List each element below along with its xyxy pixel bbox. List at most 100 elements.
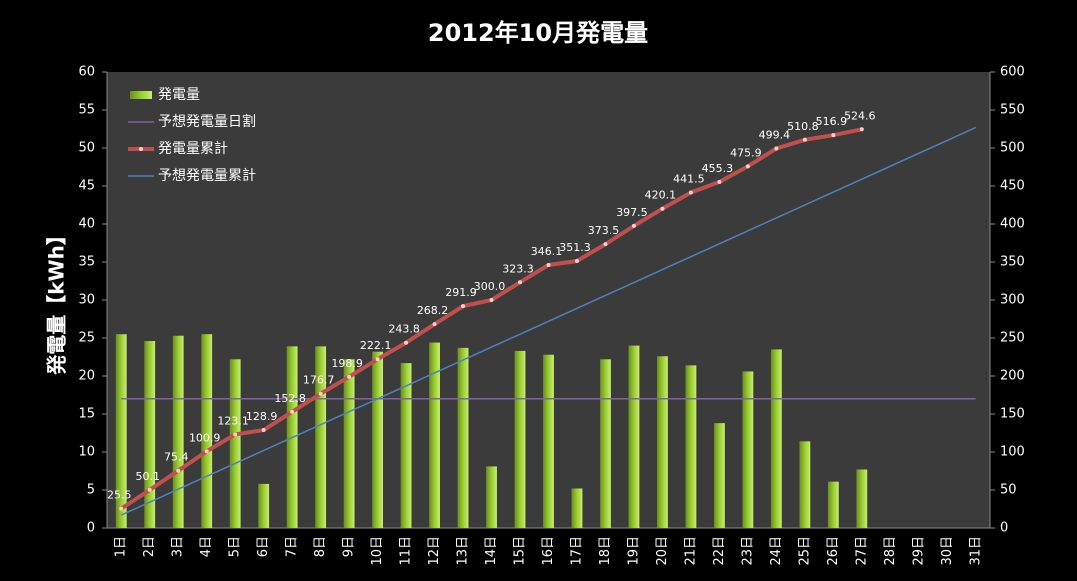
y2-tick-label: 450 [1000, 179, 1025, 194]
y-tick-label: 55 [78, 103, 95, 118]
x-tick-label: 22日 [712, 536, 727, 566]
y2-tick-label: 350 [1000, 255, 1025, 270]
bar [315, 346, 327, 528]
data-label: 397.5 [616, 206, 648, 219]
bar [742, 371, 754, 528]
y-tick-label: 45 [78, 179, 95, 194]
x-tick-label: 16日 [541, 536, 556, 566]
marker [745, 164, 750, 169]
y2-tick-label: 150 [1000, 407, 1025, 422]
data-label: 323.3 [502, 262, 534, 275]
y-tick-label: 35 [78, 255, 95, 270]
data-label: 75.4 [164, 451, 189, 464]
marker [176, 468, 181, 473]
marker [518, 280, 523, 285]
bar [770, 349, 782, 528]
bar [827, 481, 839, 528]
x-tick-label: 29日 [911, 536, 926, 566]
marker [802, 137, 807, 142]
x-tick-label: 28日 [883, 536, 898, 566]
y-tick-label: 5 [87, 483, 95, 498]
x-tick-label: 3日 [171, 536, 186, 557]
data-label: 510.8 [787, 120, 819, 133]
data-label: 176.7 [303, 374, 335, 387]
data-label: 346.1 [531, 245, 563, 258]
marker [119, 506, 124, 511]
bar [628, 345, 640, 528]
bar [571, 488, 583, 528]
x-tick-label: 25日 [797, 536, 812, 566]
bar [172, 335, 184, 528]
marker [290, 409, 295, 414]
marker [717, 179, 722, 184]
marker [489, 298, 494, 302]
chart-title: 2012年10月発電量 [428, 19, 648, 47]
bar [429, 342, 440, 528]
bar [543, 354, 554, 528]
data-label: 300.0 [474, 280, 506, 293]
y-tick-label: 40 [78, 217, 95, 232]
data-label: 128.9 [246, 410, 278, 423]
x-tick-label: 12日 [427, 536, 442, 566]
x-tick-label: 27日 [854, 536, 869, 566]
x-tick-label: 1日 [114, 536, 129, 557]
data-label: 222.1 [360, 339, 392, 352]
x-tick-label: 6日 [256, 536, 271, 557]
x-tick-label: 4日 [199, 536, 214, 557]
y-tick-label: 25 [78, 331, 95, 346]
bar [685, 365, 697, 528]
x-tick-label: 23日 [740, 536, 755, 566]
y2-tick-label: 400 [1000, 217, 1025, 232]
data-label: 198.9 [331, 357, 363, 370]
y-tick-label: 15 [78, 407, 95, 422]
data-label: 268.2 [417, 304, 449, 317]
marker [546, 262, 551, 267]
y-tick-label: 60 [78, 65, 95, 80]
x-tick-label: 14日 [484, 536, 499, 566]
bar [713, 423, 725, 528]
bar [400, 363, 412, 528]
bar [115, 334, 127, 528]
x-tick-label: 5日 [228, 536, 243, 557]
data-label: 291.9 [445, 286, 477, 299]
bar [343, 359, 355, 528]
y2-tick-label: 300 [1000, 293, 1025, 308]
data-label: 475.9 [730, 146, 762, 159]
marker [774, 146, 779, 151]
marker [347, 374, 352, 379]
y2-tick-label: 100 [1000, 445, 1025, 460]
marker [318, 391, 323, 396]
line [120, 126, 977, 516]
x-tick-label: 9日 [342, 536, 357, 557]
legend-label: 発電量累計 [158, 141, 228, 157]
data-label: 516.9 [816, 115, 848, 128]
y2-tick-label: 550 [1000, 103, 1025, 118]
marker [261, 428, 266, 433]
data-label: 455.3 [702, 162, 734, 175]
data-label: 524.6 [844, 109, 876, 122]
x-tick-label: 18日 [598, 536, 613, 566]
bar [372, 351, 384, 528]
y-tick-label: 30 [78, 293, 95, 308]
data-label: 123.1 [217, 414, 249, 427]
x-tick-label: 20日 [655, 536, 670, 566]
x-tick-label: 13日 [456, 536, 471, 566]
x-tick-label: 19日 [626, 536, 641, 566]
x-tick-label: 17日 [569, 536, 584, 566]
marker [574, 259, 579, 264]
legend-label: 予想発電量累計 [158, 168, 256, 184]
bar [856, 469, 868, 528]
marker [631, 223, 636, 228]
marker [688, 190, 693, 195]
marker [404, 340, 409, 345]
legend-label: 予想発電量日割 [158, 113, 256, 130]
data-label: 351.3 [559, 241, 591, 254]
data-label: 441.5 [673, 172, 705, 185]
marker [660, 206, 665, 211]
x-tick-label: 26日 [826, 536, 841, 566]
marker [375, 357, 380, 362]
y2-tick-label: 0 [1000, 521, 1008, 536]
data-label: 25.5 [107, 489, 132, 502]
x-tick-label: 7日 [285, 536, 300, 557]
